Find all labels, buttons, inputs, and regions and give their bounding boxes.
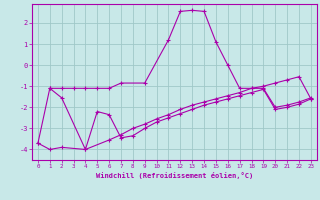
X-axis label: Windchill (Refroidissement éolien,°C): Windchill (Refroidissement éolien,°C) (96, 172, 253, 179)
